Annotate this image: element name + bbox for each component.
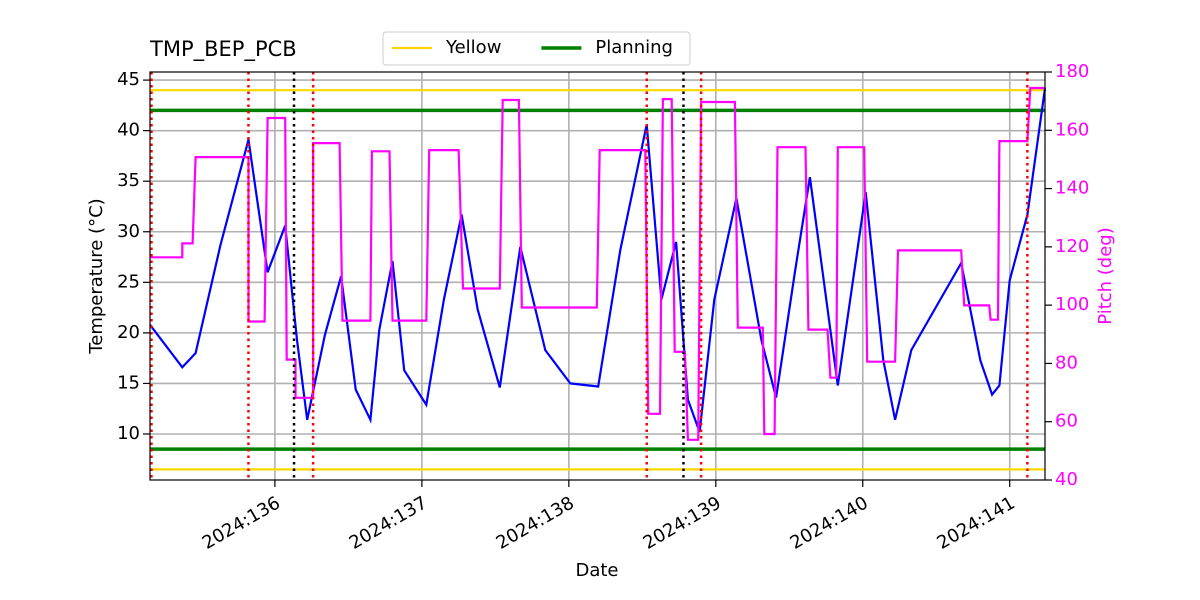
x-tick-label: 2024:138 (493, 492, 578, 553)
y2-tick-label: 140 (1055, 178, 1089, 199)
y-tick-label: 25 (117, 271, 140, 292)
y2-tick-label: 80 (1055, 352, 1078, 373)
y2-tick-label: 40 (1055, 469, 1078, 490)
y-axis-label: Temperature (°C) (86, 198, 107, 354)
y-tick-label: 15 (117, 372, 140, 393)
plot-frame (149, 71, 1046, 481)
y2-tick-label: 100 (1055, 294, 1089, 315)
y2-tick-label: 180 (1055, 61, 1089, 82)
y-tick-label: 35 (117, 170, 140, 191)
y2-tick-label: 120 (1055, 236, 1089, 257)
y-tick-label: 10 (117, 423, 140, 444)
chart-title: TMP_BEP_PCB (149, 37, 297, 62)
x-axis-label: Date (575, 560, 618, 581)
y-tick-label: 30 (117, 221, 140, 242)
series-line (149, 88, 1047, 433)
legend-label: Planning (595, 37, 673, 58)
x-tick-label: 2024:141 (934, 492, 1019, 553)
y-tick-label: 20 (117, 322, 140, 343)
x-tick-label: 2024:137 (346, 492, 431, 553)
x-tick-label: 2024:136 (199, 492, 284, 553)
legend-label: Yellow (445, 37, 501, 58)
y2-axis-label: Pitch (deg) (1095, 227, 1116, 325)
y2-tick-label: 160 (1055, 119, 1089, 140)
legend-box (382, 31, 691, 66)
y-tick-label: 40 (117, 120, 140, 141)
x-tick-label: 2024:139 (640, 492, 725, 553)
y2-tick-label: 60 (1055, 411, 1078, 432)
x-tick-label: 2024:140 (787, 492, 872, 553)
y-tick-label: 45 (117, 69, 140, 90)
